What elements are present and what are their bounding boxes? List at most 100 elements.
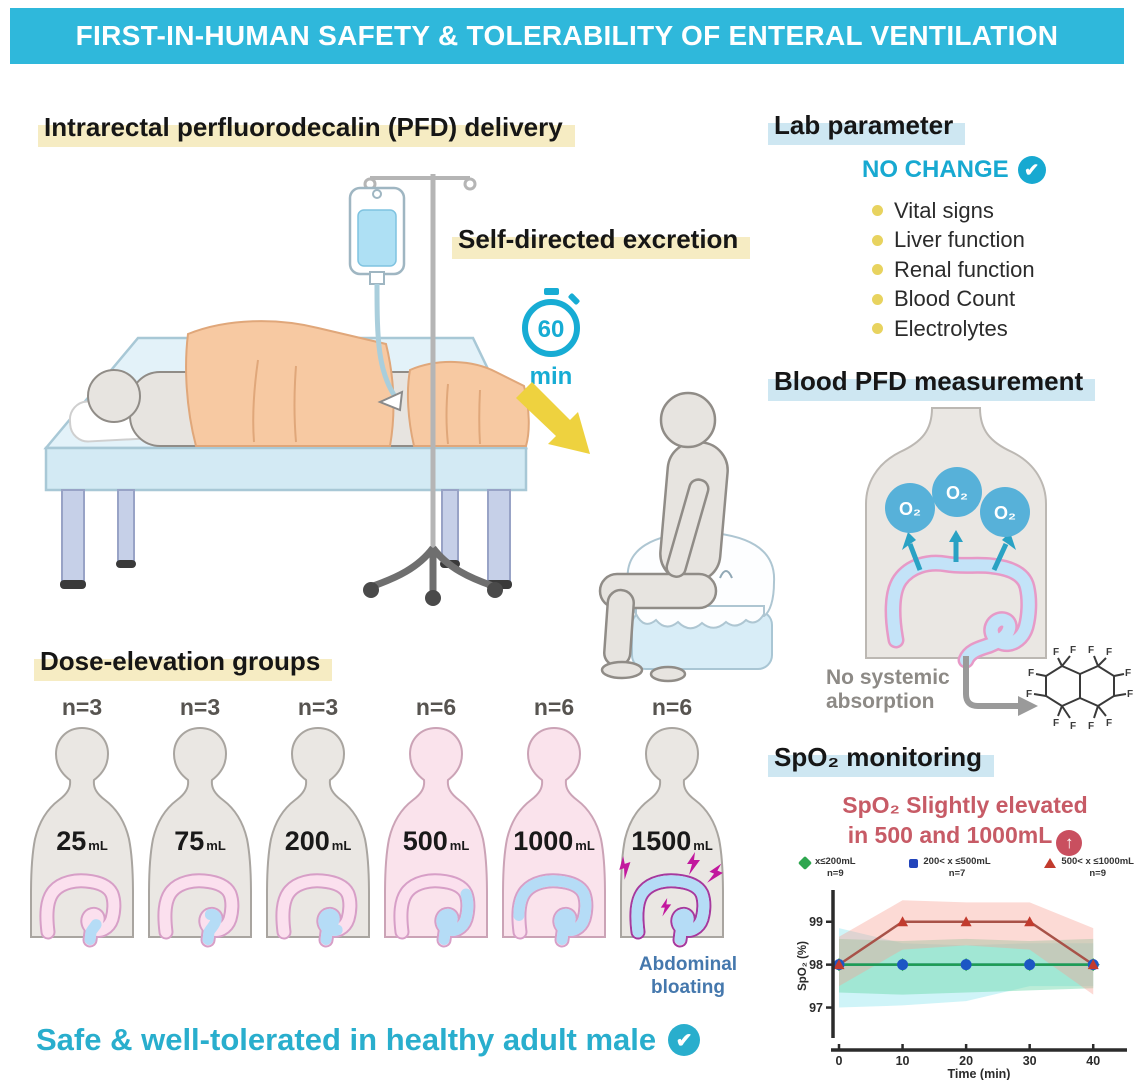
svg-text:F: F <box>1106 647 1112 658</box>
title-banner: FIRST-IN-HUMAN SAFETY & TOLERABILITY OF … <box>10 8 1124 64</box>
bullet-icon <box>872 205 883 217</box>
heading-lab-parameter: Lab parameter <box>768 108 966 145</box>
colon-icon <box>619 852 723 948</box>
heading-spo2: SpO₂ monitoring <box>768 740 994 777</box>
svg-text:F: F <box>1053 718 1059 729</box>
svg-text:40: 40 <box>1086 1054 1100 1068</box>
diamond-marker-icon <box>797 855 813 871</box>
o2-bubbles: O₂ O₂ O₂ <box>885 467 1030 537</box>
dose-group-25ml: n=3 25 mL <box>26 694 138 948</box>
delivery-tube <box>374 283 399 400</box>
sitting-person <box>598 391 729 683</box>
check-circle-icon: ✔ <box>668 1024 701 1056</box>
colon-icon <box>39 873 122 948</box>
blanket-legs <box>406 361 530 447</box>
bullet-icon <box>872 293 883 305</box>
legend-item: 200< x ≤500mL n=7 <box>909 856 991 880</box>
n-label: n=6 <box>651 694 693 720</box>
n-label: n=3 <box>297 694 339 720</box>
elbow-arrow-icon <box>963 656 1038 716</box>
heading-excretion: Self-directed excretion <box>452 222 751 259</box>
patient-head <box>87 369 141 423</box>
svg-text:F: F <box>1026 689 1032 700</box>
bed-leg <box>487 489 511 585</box>
svg-text:F: F <box>1127 689 1133 700</box>
svg-text:O₂: O₂ <box>899 499 921 519</box>
triangle-marker-icon <box>1044 858 1057 868</box>
iv-pole-base <box>371 545 495 592</box>
svg-text:O₂: O₂ <box>946 483 968 503</box>
dose-group-200ml: n=3 200 mL <box>262 694 374 948</box>
svg-text:F: F <box>1088 645 1094 656</box>
svg-text:0: 0 <box>836 1054 843 1068</box>
abdominal-bloating-note: Abdominal bloating <box>638 954 738 998</box>
blood-pfd-torso: O₂ O₂ O₂ <box>865 407 1047 669</box>
no-systemic-absorption-note: No systemic absorption <box>826 666 950 714</box>
lightning-icon <box>619 852 723 917</box>
svg-text:min: min <box>530 363 573 390</box>
list-item: Electrolytes <box>872 314 1035 344</box>
insertion-arrow-icon <box>377 390 404 412</box>
svg-text:20: 20 <box>959 1054 973 1068</box>
svg-text:O₂: O₂ <box>994 503 1016 523</box>
colon-icon <box>511 873 594 948</box>
heading-delivery: Intrarectal perfluorodecalin (PFD) deliv… <box>38 110 575 147</box>
svg-text:F: F <box>1028 668 1034 679</box>
heading-dose-groups: Dose-elevation groups <box>34 644 333 681</box>
arrow-down-right-icon <box>516 382 590 454</box>
svg-text:30: 30 <box>1023 1054 1037 1068</box>
bullet-icon <box>872 264 883 276</box>
n-label: n=6 <box>533 694 575 720</box>
legend-item: x≤200mL n=9 <box>797 855 856 880</box>
svg-text:F: F <box>1088 721 1094 732</box>
blanket <box>185 320 395 447</box>
svg-text:60: 60 <box>538 316 565 343</box>
dose-group-500ml: n=6 500 mL <box>380 694 492 948</box>
dose-volume: 75 mL <box>174 826 226 856</box>
dose-volume: 1000 mL <box>513 826 595 856</box>
svg-text:F: F <box>1106 718 1112 729</box>
bed-delivery-illustration <box>43 174 530 606</box>
svg-text:98: 98 <box>809 958 823 972</box>
excretion-illustration <box>598 391 776 683</box>
check-circle-icon: ✔ <box>1017 156 1046 184</box>
no-change-status: NO CHANGE ✔ <box>862 156 1046 184</box>
bed-frame <box>44 446 528 492</box>
dose-group-75ml: n=3 75 mL <box>144 694 256 948</box>
colon-icon <box>275 873 358 948</box>
dose-volume: 1500 mL <box>631 826 713 856</box>
n-label: n=3 <box>179 694 221 720</box>
conclusion-tagline: Safe & well-tolerated in healthy adult m… <box>36 1022 701 1058</box>
up-arrow-icon: ↑ <box>1056 830 1083 856</box>
list-item: Vital signs <box>872 196 1035 226</box>
colon-icon <box>157 873 240 948</box>
dose-groups-row: n=3 25 mL n=3 75 mL <box>26 694 728 948</box>
bullet-icon <box>872 323 883 335</box>
n-label: n=6 <box>415 694 457 720</box>
svg-text:10: 10 <box>896 1054 910 1068</box>
spo2-chart: 97 98 99 0 10 20 30 40 Time (min) SpO₂ (%) <box>797 890 1127 1080</box>
svg-text:97: 97 <box>809 1001 823 1015</box>
bullet-icon <box>872 234 883 246</box>
list-item: Blood Count <box>872 285 1035 315</box>
svg-text:F: F <box>1125 668 1131 679</box>
square-marker-icon <box>909 859 919 868</box>
no-change-label: NO CHANGE <box>862 156 1009 183</box>
colon-icon <box>393 873 476 948</box>
svg-text:F: F <box>1070 721 1076 732</box>
dose-volume: 200 mL <box>284 826 352 856</box>
dose-volume: 25 mL <box>56 826 108 856</box>
svg-text:Time (min): Time (min) <box>948 1067 1011 1080</box>
tagline-text: Safe & well-tolerated in healthy adult m… <box>36 1022 657 1057</box>
n-label: n=3 <box>61 694 103 720</box>
bed-leg <box>61 489 85 585</box>
dose-volume: 500 mL <box>402 826 470 856</box>
legend-item: 500< x ≤1000mL n=9 <box>1044 856 1134 880</box>
dose-group-1500ml: n=6 1500 mL <box>616 694 728 948</box>
chart-legend: x≤200mL n=9 200< x ≤500mL n=7 500< x ≤1000… <box>797 855 1134 880</box>
spo2-annotation: SpO₂ Slightly elevated in 500 and 1000mL… <box>832 790 1098 856</box>
list-item: Renal function <box>872 255 1035 285</box>
timer-60min-icon: 60 min <box>522 288 580 390</box>
svg-text:99: 99 <box>809 915 823 929</box>
